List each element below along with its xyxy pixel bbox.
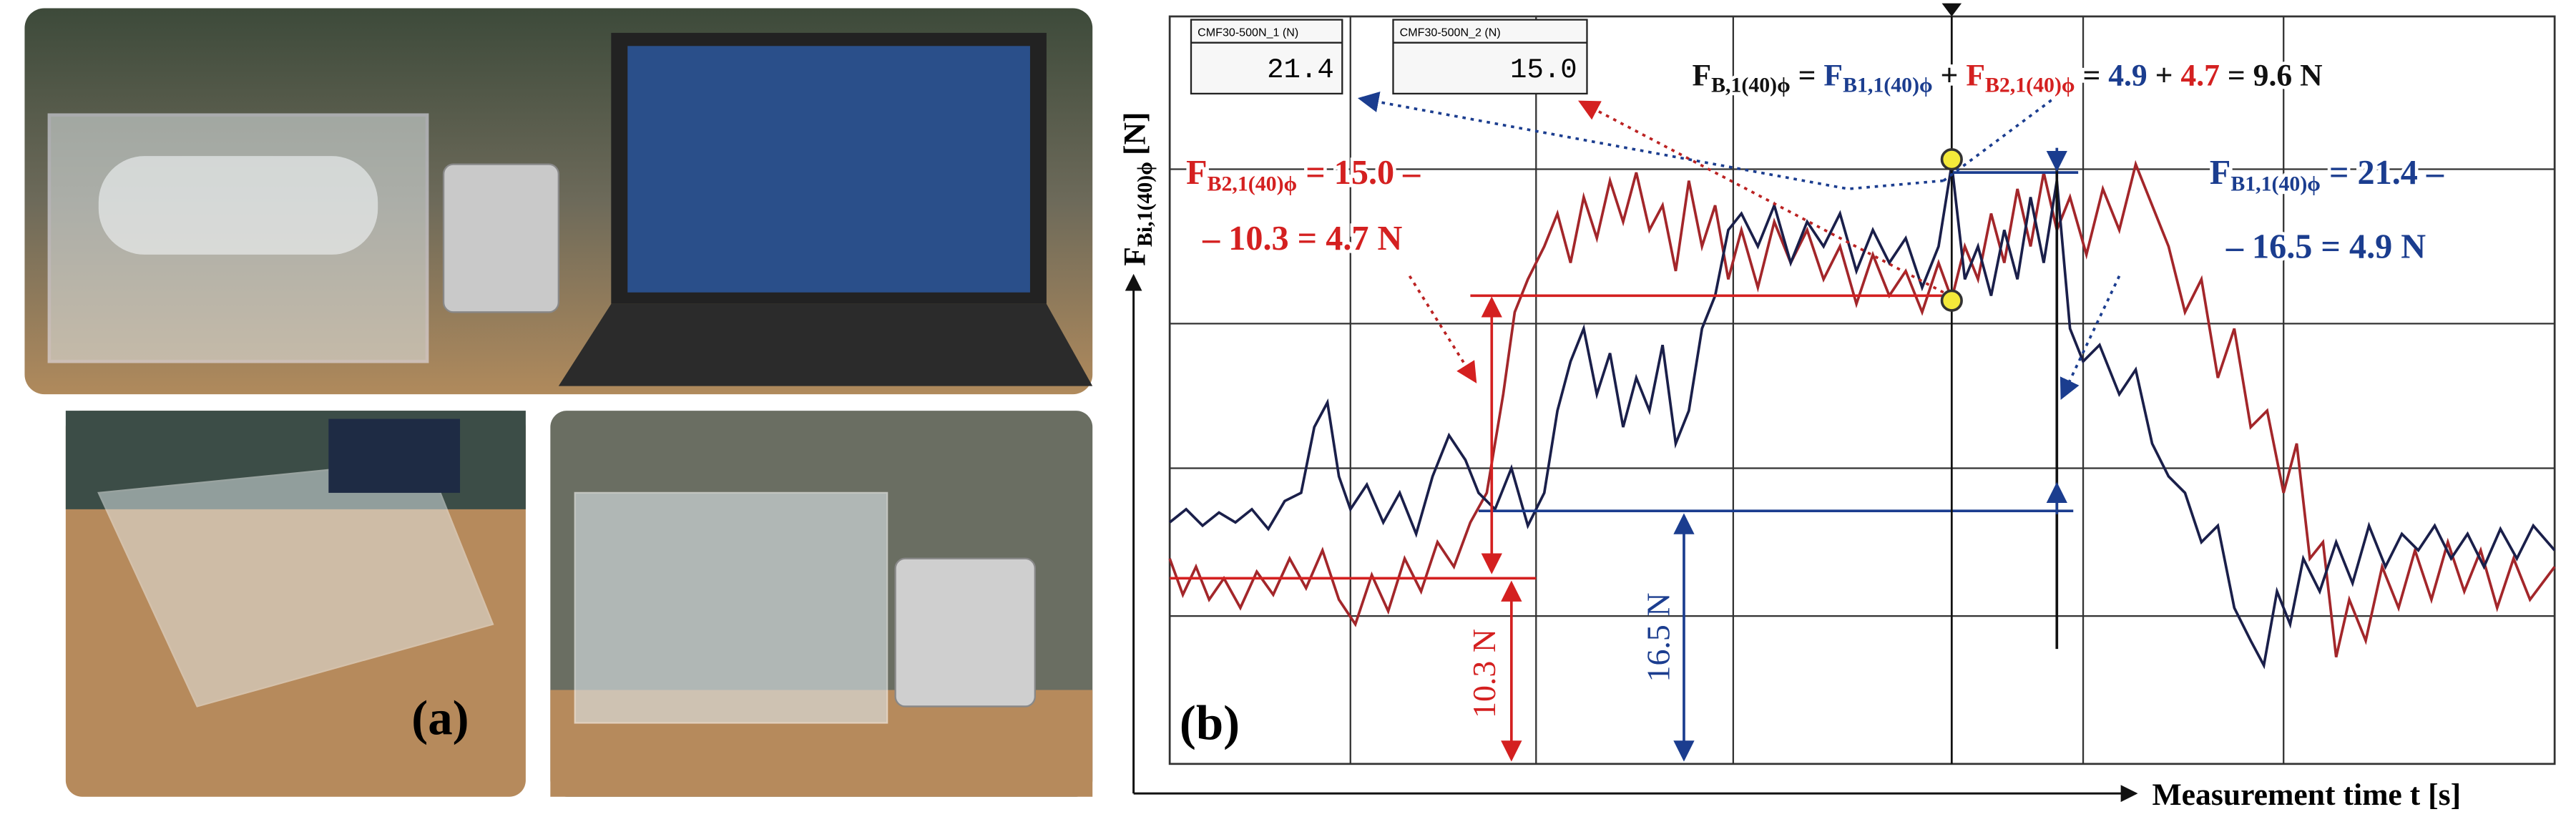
eq-part: 4.7 [2180, 58, 2220, 92]
eq-part: B,1(40)ϕ [1711, 74, 1791, 97]
note-text: = 21.4 – [2321, 154, 2444, 192]
axis-symbol: F [1118, 247, 1152, 266]
readout-value: 15.0 [1510, 54, 1577, 86]
note-symbol: F [2210, 154, 2230, 192]
readout-value: 21.4 [1267, 54, 1334, 86]
blue-note-line1: FB1,1(40)ϕ = 21.4 – [2210, 154, 2444, 195]
eq-part: = [1791, 58, 1824, 92]
note-subscript: B1,1(40)ϕ [2230, 172, 2321, 195]
axis-unit: [N] [1118, 112, 1152, 155]
x-axis-label: Measurement time t [s] [2152, 778, 2461, 812]
readout-2: CMF30-500N_2 (N) 15.0 [1392, 19, 1588, 95]
plot-frame [1168, 15, 2556, 765]
eq-part: = [2075, 58, 2109, 92]
photo-top [24, 8, 1093, 395]
note-symbol: F [1186, 154, 1207, 192]
eq-part: F [1692, 58, 1711, 92]
blue-dimension: 16.5 N [1640, 593, 1676, 682]
eq-part: F [1966, 58, 1985, 92]
eq-part: + [2148, 58, 2181, 92]
readout-channel: CMF30-500N_2 (N) [1400, 26, 1501, 39]
equation: FB,1(40)ϕ = FB1,1(40)ϕ + FB2,1(40)ϕ = 4.… [1692, 58, 2322, 97]
photo-bottom-left [65, 411, 526, 797]
readout-channel: CMF30-500N_1 (N) [1198, 26, 1298, 39]
eq-part: 4.9 [2108, 58, 2148, 92]
construction-lines [1170, 3, 2121, 764]
y-axis-label: FBi,1(40)ϕ [N] [1118, 112, 1157, 265]
eq-part: + [1933, 58, 1967, 92]
red-note-line1: FB2,1(40)ϕ = 15.0 – [1186, 154, 1421, 195]
signal-red [1168, 160, 2556, 657]
photo-bottom-right [550, 411, 1093, 797]
panel-label: (a) [411, 690, 469, 745]
red-dimension: 10.3 N [1466, 629, 1502, 718]
axis-subscript: Bi,1(40)ϕ [1133, 162, 1157, 247]
eq-part: B1,1(40)ϕ [1843, 74, 1933, 97]
blue-note-line2: – 16.5 = 4.9 N [2225, 228, 2426, 266]
eq-part: B2,1(40)ϕ [1985, 74, 2075, 97]
eq-part: = 9.6 N [2220, 58, 2323, 92]
eq-part: F [1823, 58, 1843, 92]
red-note-line2: – 10.3 = 4.7 N [1202, 220, 1402, 258]
axes [1125, 273, 2138, 803]
note-subscript: B2,1(40)ϕ [1208, 172, 1298, 195]
note-text: = 15.0 – [1297, 154, 1421, 192]
panel-label: (b) [1180, 695, 1240, 750]
readout-1: CMF30-500N_1 (N) 21.4 [1190, 19, 1343, 95]
